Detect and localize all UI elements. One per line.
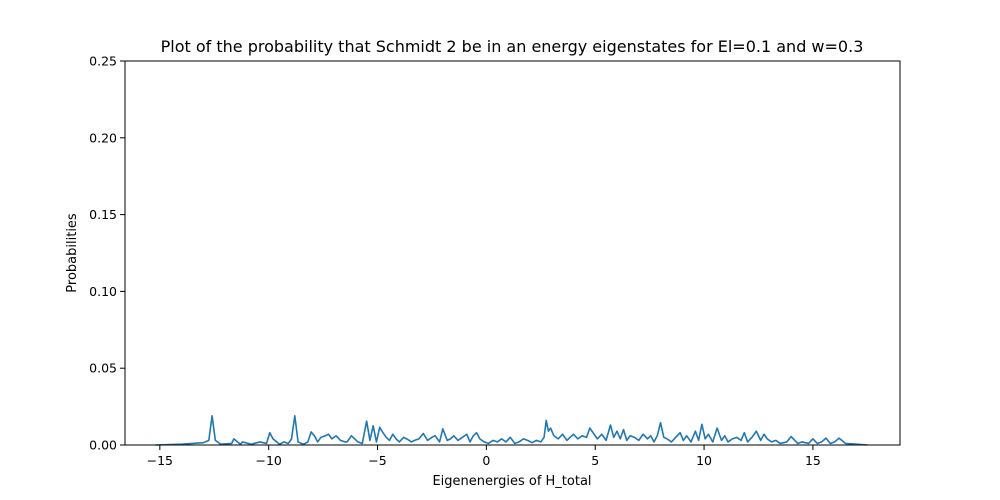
- x-tick-label: −15: [147, 453, 173, 468]
- axes-frame: [124, 60, 901, 446]
- x-tick-label: 5: [591, 453, 599, 468]
- y-axis-ticks: 0.00 0.05 0.10 0.15 0.20 0.25: [89, 54, 125, 453]
- y-tick-label: 0.15: [89, 207, 117, 222]
- y-tick-label: 0.00: [89, 438, 117, 453]
- x-tick-label: 15: [805, 453, 821, 468]
- x-tick-label: 10: [696, 453, 712, 468]
- x-axis-ticks: −15 −10 −5 0 5 10 15: [147, 445, 821, 468]
- y-tick-label: 0.20: [89, 130, 117, 145]
- series-line: [155, 415, 868, 446]
- x-tick-label: −10: [255, 453, 281, 468]
- y-tick-label: 0.10: [89, 284, 117, 299]
- x-axis-label: Eigenenergies of H_total: [432, 474, 591, 489]
- plot-area: [155, 415, 868, 446]
- chart-title: Plot of the probability that Schmidt 2 b…: [161, 37, 864, 56]
- x-tick-label: −5: [368, 453, 386, 468]
- y-tick-label: 0.25: [89, 54, 117, 69]
- y-axis-label: Probabilities: [65, 213, 80, 293]
- x-tick-label: 0: [482, 453, 490, 468]
- y-tick-label: 0.05: [89, 361, 117, 376]
